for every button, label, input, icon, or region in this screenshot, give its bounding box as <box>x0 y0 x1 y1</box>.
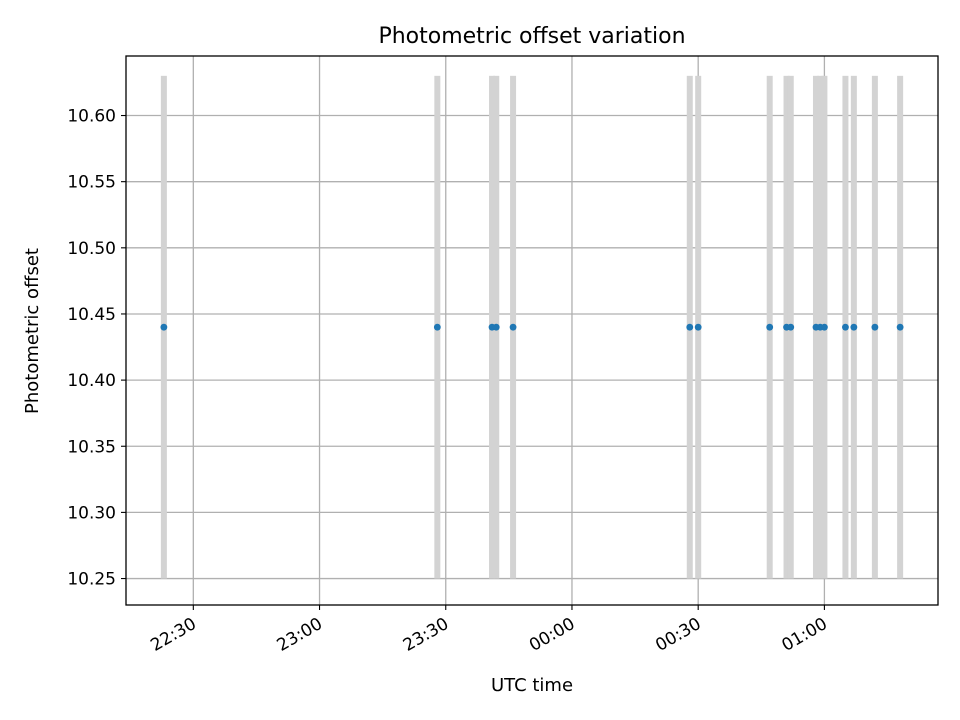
data-point <box>509 323 517 331</box>
y-tick-label: 10.35 <box>67 437 116 457</box>
y-axis-label: Photometric offset <box>22 248 43 414</box>
y-tick-label: 10.40 <box>67 371 116 391</box>
y-tick-label: 10.45 <box>67 305 116 325</box>
y-tick-label: 10.30 <box>67 503 116 523</box>
y-tick-label: 10.55 <box>67 173 116 193</box>
data-point <box>842 323 849 331</box>
data-point <box>686 323 694 331</box>
points-layer <box>160 323 904 331</box>
plot-frame <box>125 55 939 606</box>
data-point <box>871 323 879 331</box>
grid-layer <box>126 56 938 605</box>
data-point <box>433 323 441 331</box>
data-point <box>160 323 168 331</box>
data-point <box>821 323 828 331</box>
y-tick-label: 10.25 <box>67 570 116 590</box>
data-point <box>850 323 858 331</box>
data-point <box>787 323 795 331</box>
x-axis-label: UTC time <box>491 675 573 696</box>
chart-title: Photometric offset variation <box>378 24 685 49</box>
data-point <box>766 323 774 331</box>
data-point <box>694 323 702 331</box>
y-tick-label: 10.60 <box>67 107 116 127</box>
data-point <box>896 323 904 331</box>
y-tick-label: 10.50 <box>67 239 116 259</box>
data-point <box>492 323 500 331</box>
